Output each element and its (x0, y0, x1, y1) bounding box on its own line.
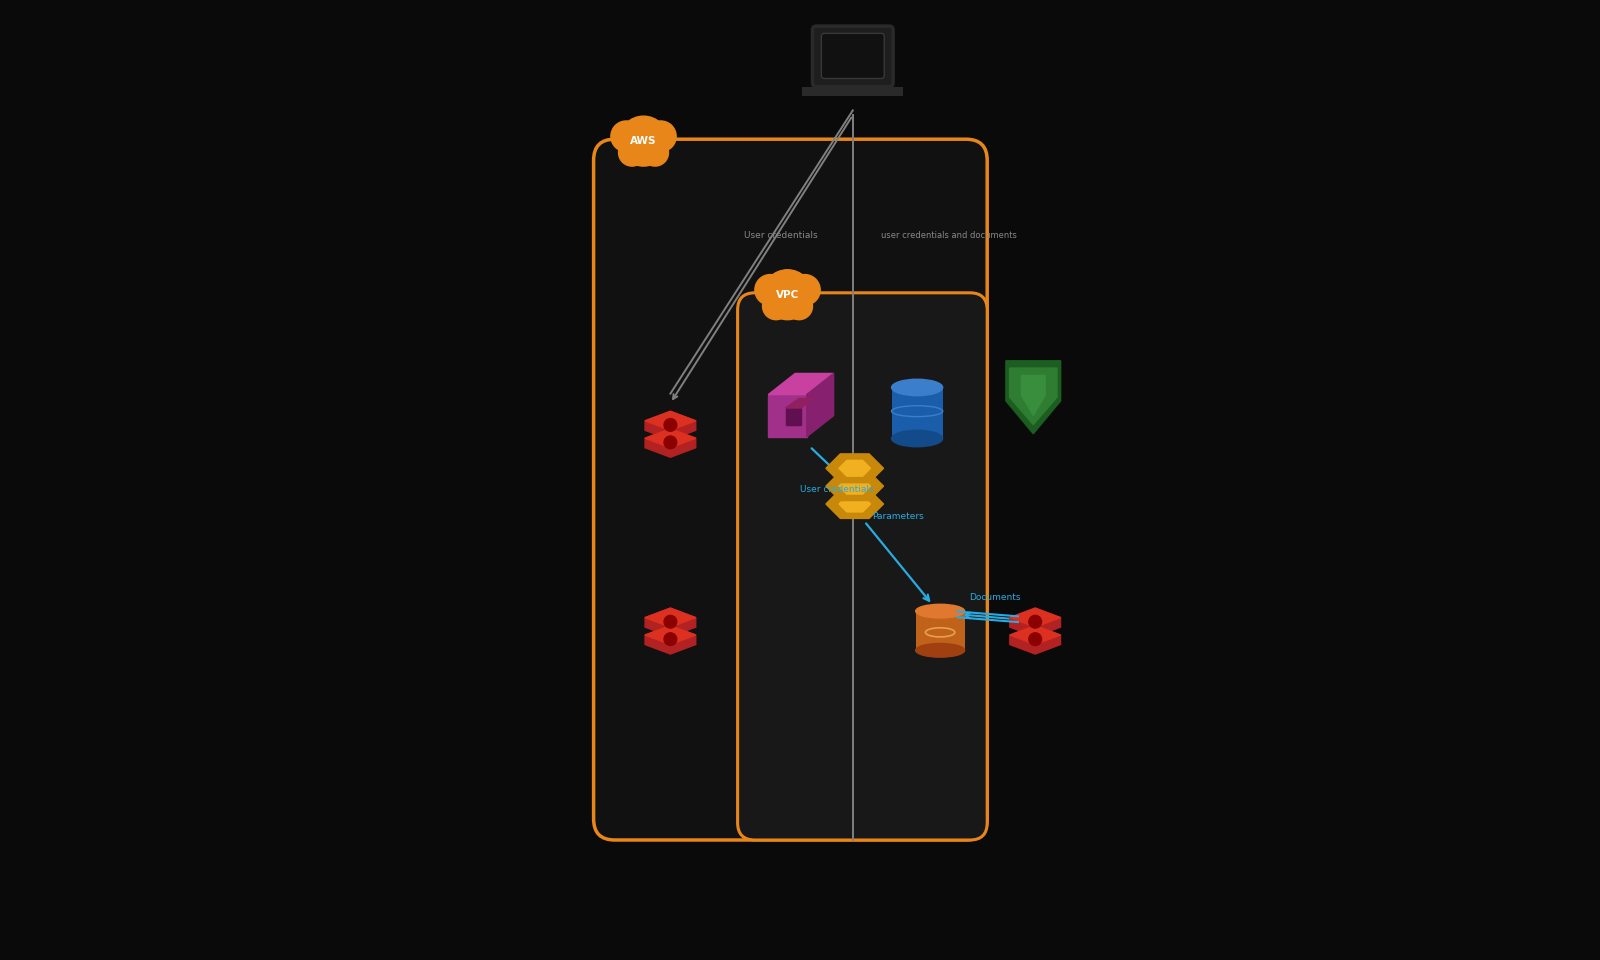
Ellipse shape (891, 406, 942, 417)
Polygon shape (838, 461, 870, 476)
Polygon shape (826, 454, 883, 483)
Ellipse shape (891, 430, 942, 446)
Text: VPC: VPC (776, 290, 798, 300)
Polygon shape (645, 411, 696, 430)
Text: User credentials: User credentials (800, 485, 874, 493)
Circle shape (619, 139, 645, 166)
Polygon shape (826, 471, 883, 500)
Ellipse shape (891, 379, 942, 396)
Polygon shape (645, 429, 696, 447)
Circle shape (611, 121, 642, 152)
Circle shape (1029, 633, 1042, 645)
Polygon shape (786, 398, 814, 408)
Text: AWS: AWS (630, 136, 656, 146)
Circle shape (786, 293, 813, 320)
Ellipse shape (915, 604, 965, 618)
Circle shape (664, 633, 677, 645)
Polygon shape (1010, 626, 1061, 644)
Polygon shape (786, 408, 802, 425)
Polygon shape (1010, 608, 1061, 636)
Polygon shape (768, 395, 806, 437)
Circle shape (763, 270, 813, 320)
Bar (915, 612, 965, 650)
FancyBboxPatch shape (594, 139, 987, 840)
Bar (891, 388, 942, 439)
Polygon shape (645, 411, 696, 440)
Text: Parameters: Parameters (872, 512, 923, 520)
Polygon shape (645, 608, 696, 636)
Circle shape (645, 121, 677, 152)
Polygon shape (838, 478, 870, 494)
Polygon shape (1010, 368, 1058, 424)
Polygon shape (645, 429, 696, 457)
Circle shape (619, 116, 669, 166)
FancyBboxPatch shape (813, 26, 893, 86)
Text: User credentials: User credentials (744, 230, 818, 240)
Polygon shape (645, 608, 696, 627)
Circle shape (789, 275, 821, 305)
Polygon shape (1010, 626, 1061, 654)
Polygon shape (826, 490, 883, 518)
Polygon shape (1021, 375, 1045, 416)
Ellipse shape (915, 643, 965, 658)
Text: Documents: Documents (970, 593, 1021, 602)
FancyBboxPatch shape (821, 34, 885, 79)
Circle shape (664, 436, 677, 448)
Circle shape (763, 293, 789, 320)
Polygon shape (1006, 361, 1061, 434)
Circle shape (642, 139, 669, 166)
Polygon shape (806, 373, 834, 437)
Polygon shape (838, 496, 870, 512)
Circle shape (664, 615, 677, 628)
Polygon shape (645, 626, 696, 654)
Polygon shape (1010, 608, 1061, 627)
Circle shape (1029, 615, 1042, 628)
FancyBboxPatch shape (738, 293, 987, 840)
Circle shape (664, 419, 677, 431)
Polygon shape (768, 373, 834, 395)
Bar (803, 87, 902, 96)
Polygon shape (645, 626, 696, 644)
Text: user credentials and documents: user credentials and documents (882, 230, 1016, 240)
Circle shape (755, 275, 786, 305)
